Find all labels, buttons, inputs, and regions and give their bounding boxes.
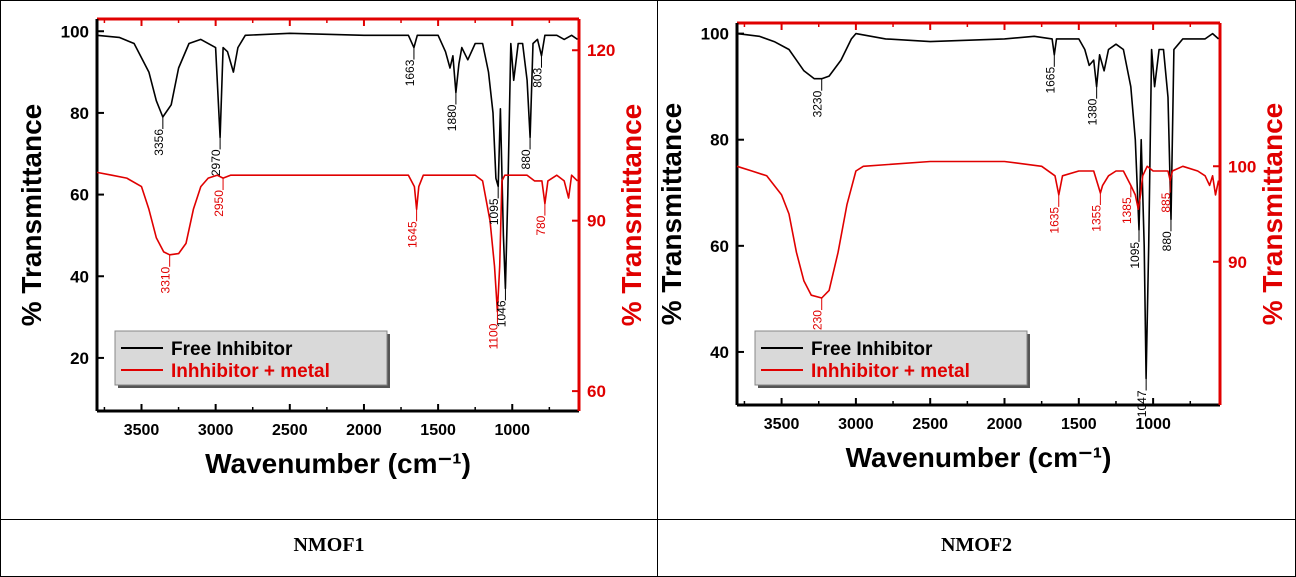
legend-entry: Free Inhibitor <box>171 339 293 360</box>
x-tick-label: 3000 <box>838 416 874 433</box>
y-left-tick-label: 60 <box>710 237 729 256</box>
x-tick-label: 2500 <box>912 416 948 433</box>
y-left-tick-label: 40 <box>70 267 89 286</box>
legend-box <box>754 330 1028 386</box>
peak-label: 2950 <box>212 190 226 217</box>
chart-nmof1: 3500 3000 2500 2000 1500 1000 20 40 60 80 100 60 90 1… <box>16 17 647 479</box>
peak-label: 1047 <box>1135 390 1149 417</box>
peak-label: 1663 <box>403 59 417 86</box>
x-tick-label: 3000 <box>198 422 234 439</box>
x-axis-label: Wavenumber (cm⁻¹) <box>846 442 1112 473</box>
peak-label: 803 <box>530 67 544 87</box>
y-right-tick-label: 90 <box>1228 253 1247 272</box>
y-left-tick-label: 100 <box>701 25 729 44</box>
y-left-tick-label: 40 <box>710 343 729 362</box>
peak-label: 1095 <box>487 198 501 225</box>
peak-label: 2970 <box>209 149 223 176</box>
y-left-tick-label: 100 <box>61 22 89 41</box>
chart-nmof2: 3500 3000 2500 2000 1500 100040608010090100% … <box>658 21 1288 473</box>
y-axis-label-right: % Transmittance <box>1257 103 1288 326</box>
peak-label: 1046 <box>494 300 508 327</box>
peak-label: 3230 <box>811 90 825 117</box>
peak-label: 1880 <box>445 104 459 131</box>
peak-label: 885 <box>1159 192 1173 212</box>
x-tick-label: 1500 <box>1061 416 1097 433</box>
x-tick-label: 2000 <box>987 416 1023 433</box>
caption-nmof1: NMOF1 <box>293 534 365 556</box>
y-left-tick-label: 60 <box>70 186 89 205</box>
y-right-tick-label: 100 <box>1228 157 1256 176</box>
table-cell-caption-1: NMOF1 <box>0 519 658 577</box>
legend-entry: Free Inhibitor <box>811 339 933 360</box>
y-right-tick-label: 60 <box>587 382 606 401</box>
series-line <box>96 171 579 313</box>
x-axis-label: Wavenumber (cm⁻¹) <box>205 448 471 479</box>
x-tick-label: 3500 <box>764 416 800 433</box>
peak-label: 1635 <box>1048 207 1062 234</box>
peak-label: 1645 <box>406 221 420 248</box>
legend-entry: Inhhibitor + metal <box>811 361 970 382</box>
table-cell-chart-2: 3500 3000 2500 2000 1500 1000 40 60 80 100 90 100% … <box>657 0 1296 520</box>
y-axis-label-left: % Transmittance <box>658 103 687 326</box>
peak-label: 3310 <box>159 266 173 293</box>
series-line <box>736 160 1220 299</box>
peak-label: 1095 <box>1128 242 1142 269</box>
peak-label: 1355 <box>1089 205 1103 232</box>
x-tick-label: 2000 <box>346 422 382 439</box>
y-axis-label-left: % Transmittance <box>16 104 47 327</box>
peak-label: 3356 <box>152 129 166 156</box>
legend-entry: Inhhibitor + metal <box>171 361 330 382</box>
series-line <box>736 32 1220 380</box>
y-left-tick-label: 80 <box>710 131 729 150</box>
caption-nmof2: NMOF2 <box>940 534 1013 556</box>
x-tick-label: 3500 <box>124 422 160 439</box>
y-right-tick-label: 120 <box>587 41 615 60</box>
peak-label: 880 <box>519 149 533 169</box>
peak-label: 3230 <box>811 310 825 337</box>
y-left-tick-label: 20 <box>70 349 89 368</box>
peak-label: 1385 <box>1120 197 1134 224</box>
peak-label: 1100 <box>486 323 500 349</box>
legend-box <box>114 330 388 386</box>
peak-label: 1380 <box>1086 98 1100 125</box>
table-cell-chart-1: 3500 3000 2500 2000 1500 1000 20 40 60 80 100 60 90 1… <box>0 0 658 520</box>
peak-label: 780 <box>534 215 548 235</box>
table-cell-caption-2: NMOF2 <box>657 519 1296 577</box>
x-tick-label: 1000 <box>1135 416 1171 433</box>
series-line <box>96 32 578 290</box>
x-tick-label: 2500 <box>272 422 308 439</box>
peak-label: 880 <box>1160 231 1174 251</box>
y-right-tick-label: 90 <box>587 212 606 231</box>
peak-label: 1665 <box>1043 67 1057 94</box>
x-tick-label: 1500 <box>420 422 456 439</box>
y-left-tick-label: 80 <box>70 104 89 123</box>
x-tick-label: 1000 <box>494 422 530 439</box>
y-axis-label-right: % Transmittance <box>616 104 647 327</box>
